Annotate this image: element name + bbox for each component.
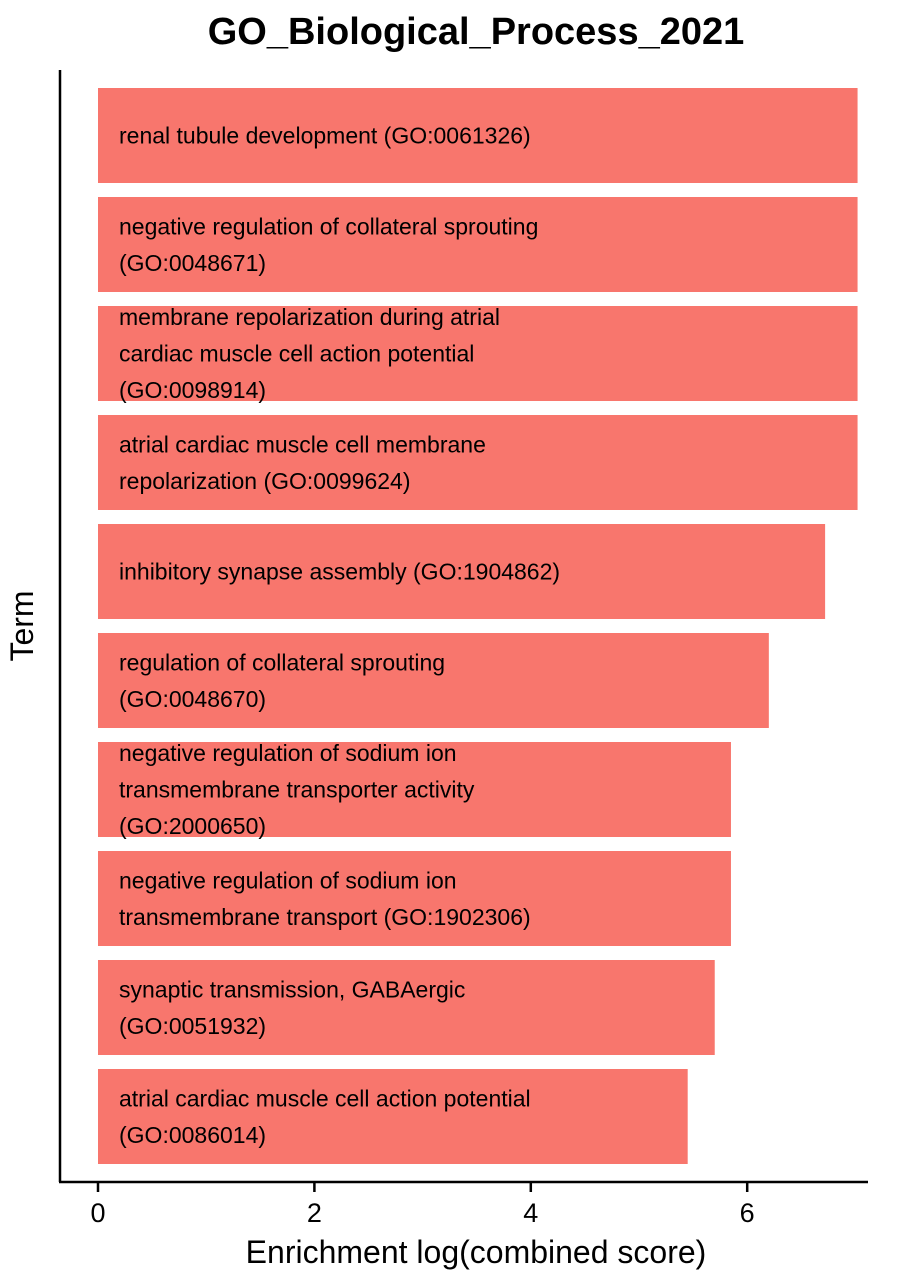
bar-label-line: (GO:0086014) <box>119 1122 266 1148</box>
y-axis-title: Term <box>4 590 40 661</box>
chart-title: GO_Biological_Process_2021 <box>208 11 745 53</box>
bar <box>98 851 731 946</box>
bar-label-line: negative regulation of sodium ion <box>119 740 457 766</box>
bar-label: atrial cardiac muscle cell action potent… <box>119 1085 531 1148</box>
bar-label-line: negative regulation of sodium ion <box>119 867 457 893</box>
bar-label: membrane repolarization during atrial car… <box>119 304 500 403</box>
bar-label-line: atrial cardiac muscle cell action potent… <box>119 1085 531 1111</box>
bar <box>98 742 731 837</box>
x-tick-label: 6 <box>740 1198 755 1228</box>
bars-group: renal tubule development (GO:0061326) neg… <box>98 88 858 1164</box>
bar-label-line: (GO:0051932) <box>119 1013 266 1039</box>
bar-label: inhibitory synapse assembly (GO:1904862) <box>119 559 560 585</box>
bar-label: negative regulation of sodium ion transme… <box>119 867 531 930</box>
bar <box>98 415 858 510</box>
bar-label-line: cardiac muscle cell action potential <box>119 341 474 367</box>
x-tick-label: 0 <box>90 1198 105 1228</box>
bar-label-line: (GO:2000650) <box>119 813 266 839</box>
bar-label-line: (GO:0048671) <box>119 250 266 276</box>
bar <box>98 197 858 292</box>
bar-label: regulation of collateral sprouting (GO:00… <box>119 649 445 712</box>
bar <box>98 306 858 401</box>
bar <box>98 1069 688 1164</box>
bar <box>98 88 858 183</box>
x-ticks-group: 0 2 4 6 <box>90 1182 755 1228</box>
bar-label-line: (GO:0048670) <box>119 686 266 712</box>
bar-label: negative regulation of collateral sprout… <box>119 213 538 276</box>
bar-label-line: inhibitory synapse assembly (GO:1904862) <box>119 559 560 585</box>
bar-label: negative regulation of sodium ion transme… <box>119 740 475 839</box>
bar <box>98 960 715 1055</box>
bar-label-line: (GO:0098914) <box>119 377 266 403</box>
bar-label: renal tubule development (GO:0061326) <box>119 123 531 149</box>
bar-label-line: synaptic transmission, GABAergic <box>119 976 465 1002</box>
bar <box>98 524 826 619</box>
bar-label-line: transmembrane transport (GO:1902306) <box>119 904 531 930</box>
x-tick-label: 2 <box>307 1198 322 1228</box>
bar-label: synaptic transmission, GABAergic (GO:0051… <box>119 976 465 1039</box>
bar-label-line: repolarization (GO:0099624) <box>119 468 411 494</box>
bar-label-line: renal tubule development (GO:0061326) <box>119 123 531 149</box>
x-axis-title: Enrichment log(combined score) <box>246 1234 707 1270</box>
bar-label-line: membrane repolarization during atrial <box>119 304 500 330</box>
bar <box>98 633 769 728</box>
bar-label: atrial cardiac muscle cell membrane repol… <box>119 431 486 494</box>
bar-label-line: regulation of collateral sprouting <box>119 649 445 675</box>
x-tick-label: 4 <box>523 1198 538 1228</box>
bar-label-line: negative regulation of collateral sprout… <box>119 213 538 239</box>
bar-label-line: atrial cardiac muscle cell membrane <box>119 431 486 457</box>
bar-label-line: transmembrane transporter activity <box>119 777 475 803</box>
